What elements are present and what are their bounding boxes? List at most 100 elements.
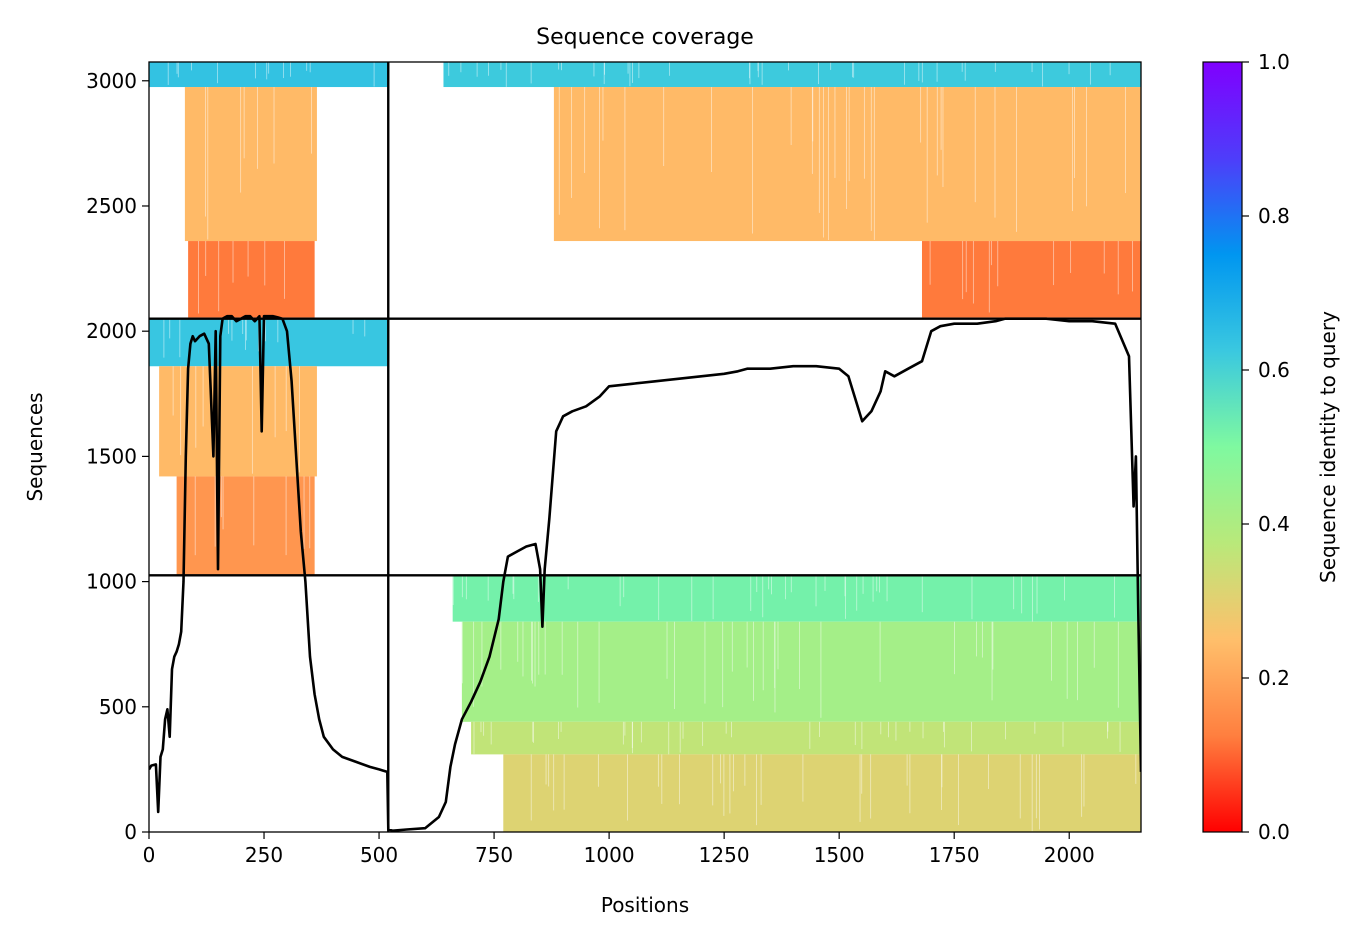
gap-stripe xyxy=(972,241,974,304)
gap-stripe xyxy=(861,721,863,750)
gap-stripe xyxy=(172,366,174,416)
gap-stripe xyxy=(534,621,536,687)
gap-stripe xyxy=(943,721,944,732)
gap-stripe xyxy=(283,62,284,79)
gap-stripe xyxy=(870,87,872,231)
gap-stripe xyxy=(729,754,731,814)
gap-stripe xyxy=(1077,621,1078,701)
x-tick-label: 750 xyxy=(475,843,513,867)
gap-stripe xyxy=(531,621,533,684)
gap-stripe xyxy=(1050,621,1052,681)
gap-stripe xyxy=(722,621,724,708)
plot-frame xyxy=(148,61,1142,833)
gap-stripe xyxy=(961,62,963,72)
alignment-gaps xyxy=(163,62,1137,832)
gap-stripe xyxy=(266,62,268,80)
gap-stripe xyxy=(558,721,559,740)
gap-stripe xyxy=(207,87,209,240)
gap-stripe xyxy=(725,721,727,734)
gap-stripe xyxy=(593,62,595,77)
y-axis: 0 500 1000 1500 2000 2500 3000 xyxy=(86,69,149,844)
gap-stripe xyxy=(711,87,713,172)
gap-stripe xyxy=(273,87,275,164)
colorbar-ticks: 0.0 0.2 0.4 0.6 0.8 1.0 xyxy=(1242,50,1290,844)
gap-stripe xyxy=(886,575,888,602)
gap-stripe xyxy=(533,721,534,743)
gap-stripe xyxy=(202,366,204,427)
gap-stripe xyxy=(756,575,758,593)
identity-block-5 xyxy=(921,241,1141,318)
y-tick-label: 500 xyxy=(99,695,137,719)
gap-stripe xyxy=(627,62,629,74)
gap-stripe xyxy=(532,721,534,742)
gap-stripe xyxy=(1064,575,1065,601)
gap-stripe xyxy=(264,318,266,342)
gap-stripe xyxy=(1053,241,1055,286)
gap-stripe xyxy=(483,721,485,736)
gap-stripe xyxy=(929,241,931,285)
gap-stripe xyxy=(760,754,762,805)
gap-stripe xyxy=(553,754,555,811)
gap-stripe xyxy=(1035,754,1037,819)
colorbar-tick-label: 0.0 xyxy=(1258,820,1290,844)
gap-stripe xyxy=(622,721,624,745)
gap-stripe xyxy=(731,621,733,672)
colorbar-gradient xyxy=(1203,62,1242,832)
gap-stripe xyxy=(756,754,757,826)
gap-stripe xyxy=(560,721,562,732)
gap-stripe xyxy=(561,621,563,675)
gap-stripe xyxy=(567,575,569,590)
colorbar-tick-label: 0.2 xyxy=(1258,666,1290,690)
x-tick-label: 1500 xyxy=(814,843,865,867)
gap-stripe xyxy=(309,476,311,549)
gap-stripe xyxy=(284,241,285,299)
gap-stripe xyxy=(691,575,693,621)
gap-stripe xyxy=(926,87,928,223)
gap-stripe xyxy=(668,721,670,755)
identity-block-2 xyxy=(188,241,315,318)
gap-stripe xyxy=(872,575,874,602)
gap-stripe xyxy=(1135,754,1137,784)
gap-stripe xyxy=(577,621,579,708)
gap-stripe xyxy=(941,754,943,788)
gap-stripe xyxy=(167,62,169,85)
gap-stripe xyxy=(988,754,989,790)
gap-stripe xyxy=(251,366,253,474)
x-tick-label: 1250 xyxy=(699,843,750,867)
gap-stripe xyxy=(1089,62,1091,85)
gap-stripe xyxy=(624,87,626,231)
gap-stripe xyxy=(971,721,972,752)
x-tick-label: 2000 xyxy=(1044,843,1095,867)
gap-stripe xyxy=(245,318,246,350)
colorbar-label: Sequence identity to query xyxy=(1316,311,1340,583)
gap-stripe xyxy=(994,87,996,218)
gap-stripe xyxy=(1114,575,1115,618)
gap-stripe xyxy=(785,575,786,600)
gap-stripe xyxy=(563,754,565,810)
gap-stripe xyxy=(255,62,256,79)
gap-stripe xyxy=(666,621,668,679)
gap-stripe xyxy=(619,575,621,607)
gap-stripe xyxy=(522,621,524,677)
gap-stripe xyxy=(1093,621,1095,668)
gap-stripe xyxy=(1109,62,1111,76)
gap-stripe xyxy=(232,241,234,283)
gap-stripe xyxy=(531,621,532,681)
gap-stripe xyxy=(845,575,846,619)
gap-stripe xyxy=(962,241,964,300)
plot-area xyxy=(149,62,1141,832)
gap-stripe xyxy=(545,754,547,785)
x-tick-label: 500 xyxy=(360,843,398,867)
gap-stripe xyxy=(1117,241,1119,295)
gap-stripe xyxy=(943,721,945,748)
gap-stripe xyxy=(638,62,640,79)
gap-stripe xyxy=(191,62,192,71)
gap-stripe xyxy=(812,87,814,142)
identity-block-3 xyxy=(443,62,1141,88)
gap-stripe xyxy=(481,621,483,687)
gap-stripe xyxy=(452,575,454,606)
gap-stripe xyxy=(548,754,550,787)
gap-stripe xyxy=(879,621,881,682)
gap-stripe xyxy=(500,621,502,670)
gap-stripe xyxy=(815,575,817,607)
